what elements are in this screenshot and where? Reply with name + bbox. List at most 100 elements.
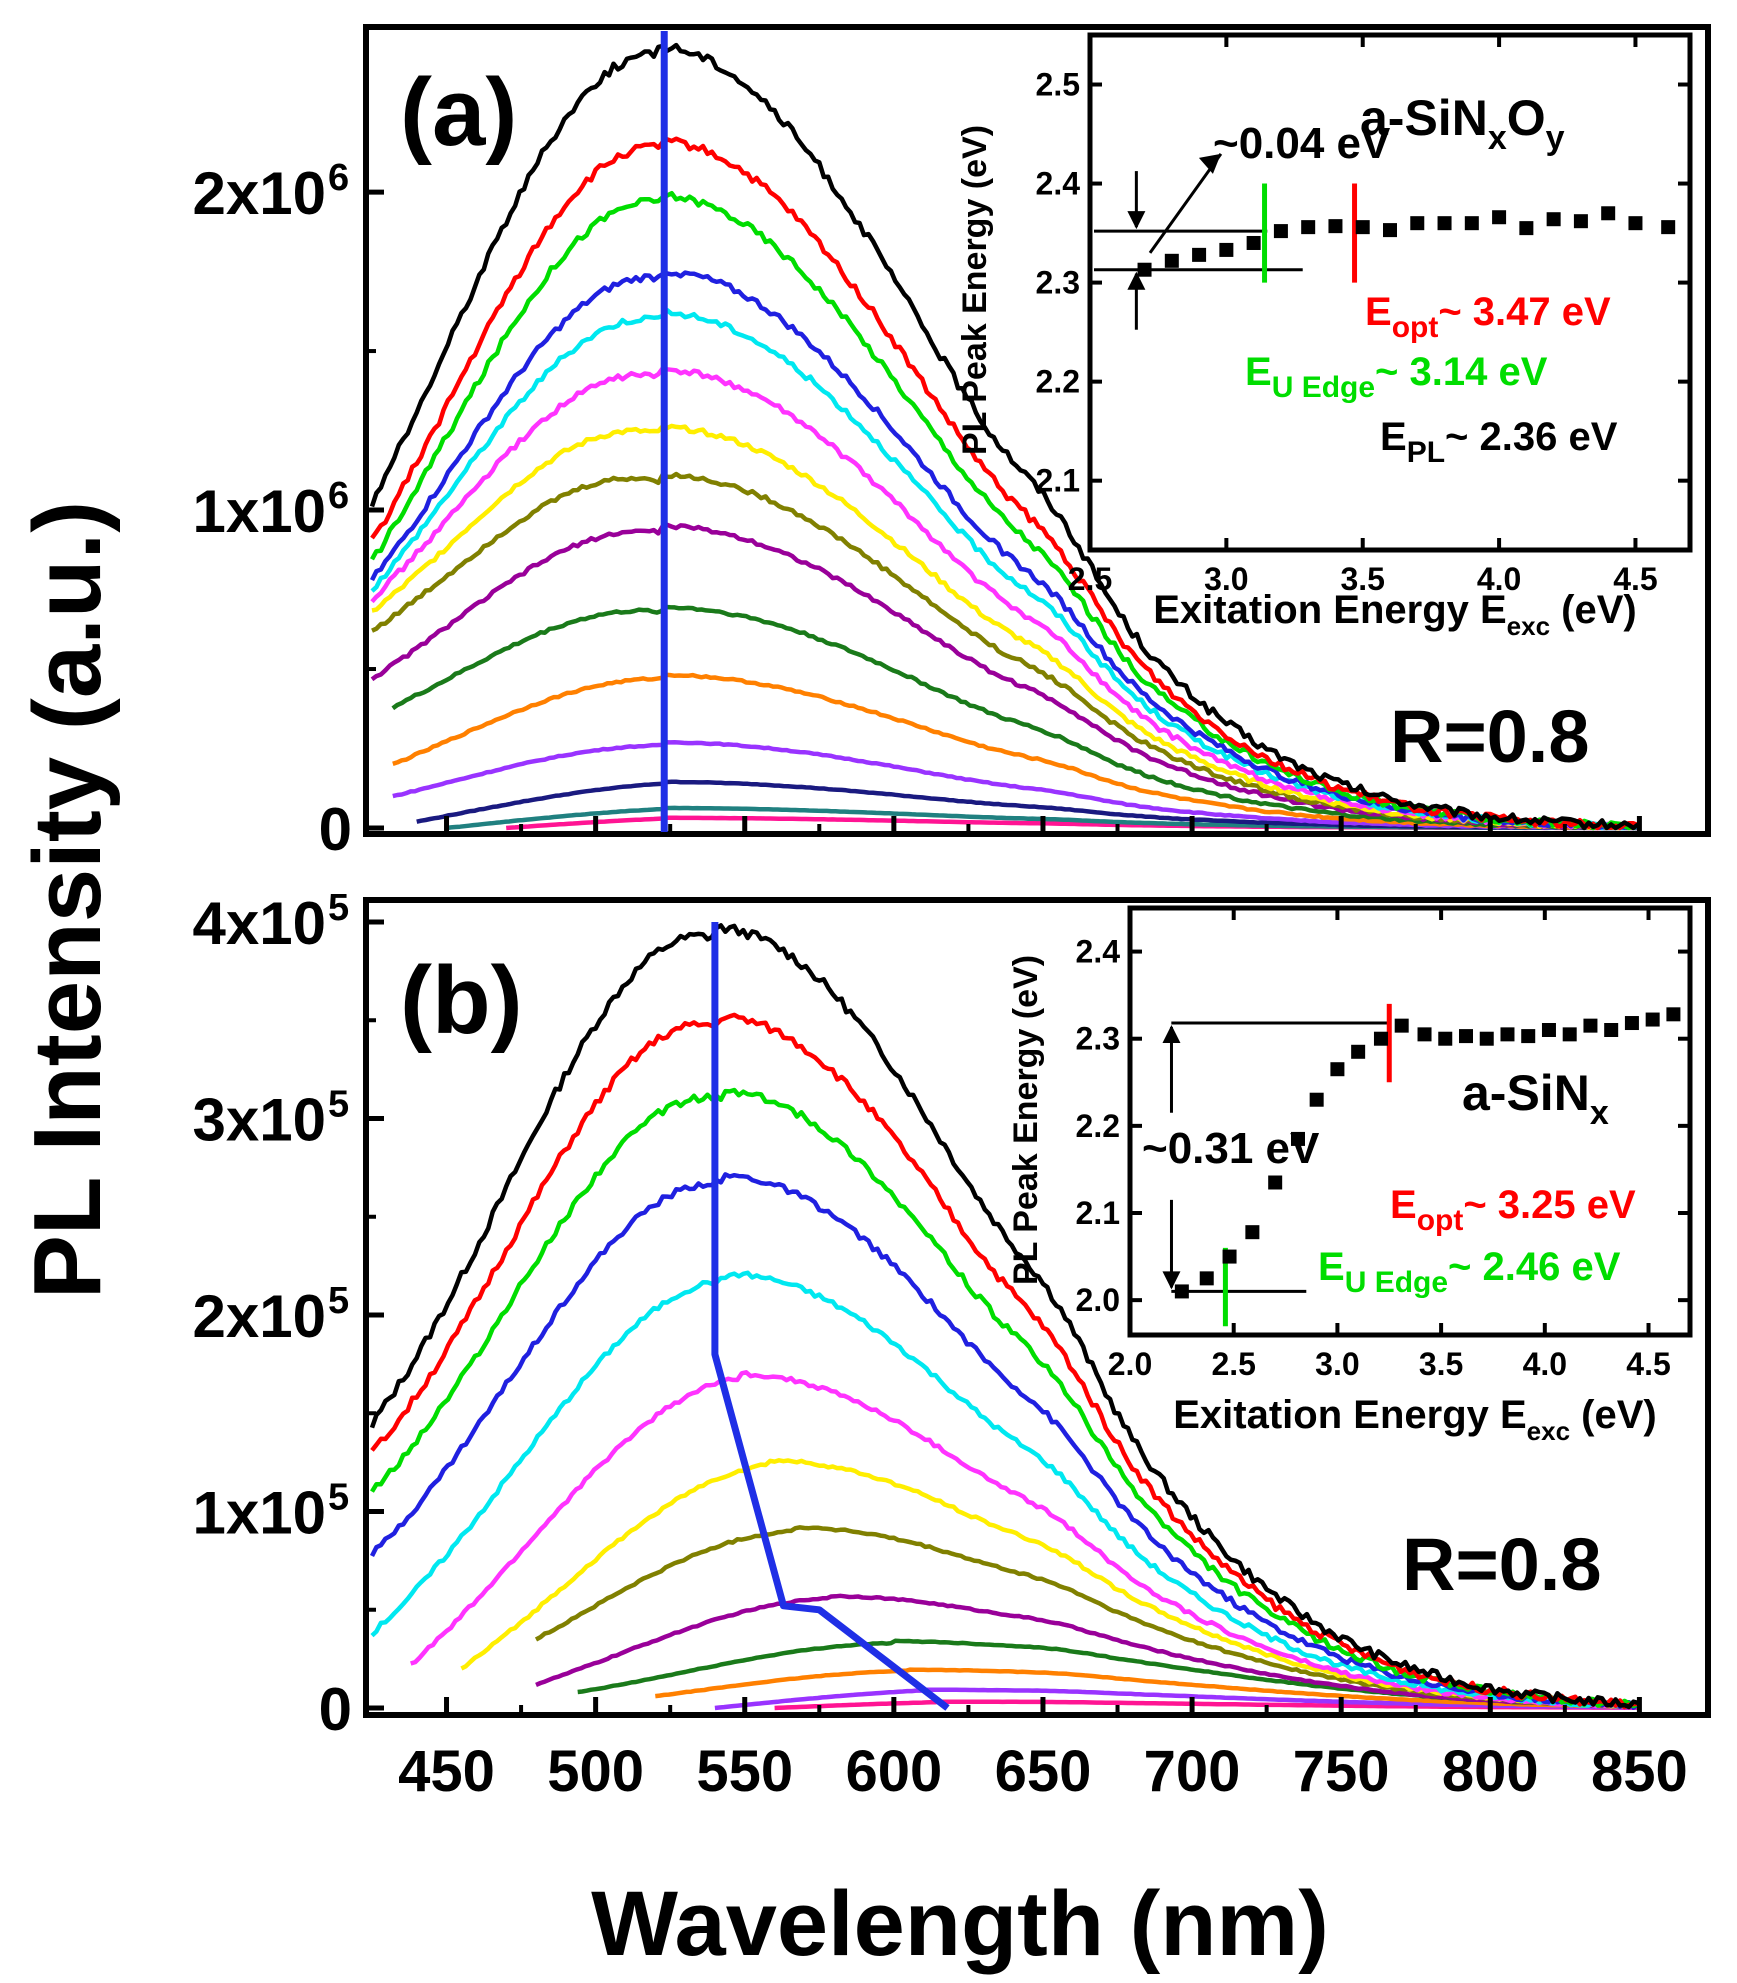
panel-a-label: (a) (400, 59, 517, 166)
inset-a-eu-value: ~ 3.14 eV (1375, 350, 1548, 394)
inset-a-eu-sub: U Edge (1272, 371, 1375, 404)
inset-xtick-label-a-4: 4.5 (1613, 561, 1657, 597)
inset-a-epl-sub: PL (1407, 436, 1445, 469)
inset-point-b-21 (1624, 1016, 1639, 1031)
inset-point-b-15 (1500, 1027, 1515, 1042)
inset-a-xlabel-sub: exc (1507, 611, 1550, 641)
inset-point-a-12 (1464, 216, 1479, 231)
inset-a-ticks: 2.5 3.0 3.5 4.0 4.5 2.1 2.2 2.3 2.4 2.5 (1036, 35, 1690, 597)
inset-point-a-6 (1301, 220, 1316, 235)
inset-ytick-label-a-1: 2.2 (1036, 364, 1080, 400)
inset-point-b-8 (1351, 1044, 1366, 1059)
inset-xtick-label-b-0: 2.0 (1108, 1346, 1152, 1382)
xtick-label-2: 550 (696, 1739, 793, 1804)
ytick-exp-b-4: 5 (328, 887, 349, 929)
inset-point-a-15 (1546, 212, 1561, 227)
inset-b-xlabel: Exitation Energy Eexc (eV) (1173, 1393, 1657, 1446)
inset-a-material-base: a-SiN (1360, 90, 1488, 146)
inset-a-epl: EPL~ 2.36 eV (1380, 415, 1618, 469)
xtick-label-3: 600 (845, 1739, 942, 1804)
inset-xtick-label-b-4: 4.0 (1523, 1346, 1567, 1382)
inset-b-eu-value: ~ 2.46 eV (1448, 1245, 1621, 1289)
inset-a-eopt-sub: opt (1392, 311, 1439, 344)
inset-point-b-19 (1583, 1018, 1598, 1033)
inset-point-b-22 (1645, 1012, 1660, 1027)
inset-a-xlabel: Exitation Energy Eexc (eV) (1153, 588, 1637, 641)
inset-a-eu-base: E (1245, 350, 1272, 394)
xtick-label-1: 500 (547, 1739, 644, 1804)
inset-ytick-label-a-3: 2.4 (1036, 166, 1081, 202)
inset-a-delta-label: ~0.04 eV (1213, 119, 1391, 168)
ytick-exp-a-2: 6 (328, 157, 349, 199)
xtick-label-5: 700 (1144, 1739, 1241, 1804)
inset-point-b-17 (1541, 1023, 1556, 1037)
inset-ytick-label-a-2: 2.3 (1036, 265, 1080, 301)
curve-b-curve-6 (410, 1370, 1638, 1710)
ytick-exp-b-1: 5 (328, 1477, 349, 1519)
inset-point-a-10 (1410, 216, 1425, 231)
panel-a-xticks (444, 816, 1642, 834)
inset-a-material-mid: O (1507, 90, 1546, 146)
inset-a-pointer-head (1198, 153, 1221, 174)
inset-ytick-label-b-3: 2.3 (1076, 1021, 1120, 1057)
ytick-label-b-1: 1x10 (193, 1480, 326, 1547)
curve-b-curve-12 (714, 1687, 1637, 1711)
ytick-exp-b-2: 5 (328, 1280, 349, 1322)
x-axis-label: Wavelength (nm) (591, 1873, 1329, 1975)
inset-point-a-16 (1573, 214, 1588, 229)
inset-b-arrow-up-head (1162, 1025, 1181, 1044)
inset-b-arrow-down-head (1162, 1271, 1181, 1290)
ytick-label-b-0: 0 (319, 1676, 352, 1743)
inset-b-ticks: 2.0 2.5 3.0 3.5 4.0 4.5 2.0 2.1 2.2 2.3 2.4 (1076, 908, 1690, 1382)
inset-a-lines (1094, 152, 1358, 330)
xtick-label-4: 650 (995, 1739, 1092, 1804)
inset-b-material-base: a-SiN (1462, 1065, 1590, 1121)
curve-b-curve-11 (655, 1667, 1640, 1710)
inset-xtick-label-a-2: 3.5 (1340, 561, 1384, 597)
inset-xtick-label-b-2: 3.0 (1315, 1346, 1359, 1382)
inset-point-a-19 (1661, 220, 1676, 235)
inset-point-a-1 (1164, 253, 1179, 268)
inset-point-b-13 (1459, 1029, 1473, 1044)
inset-point-a-4 (1246, 235, 1261, 250)
panel-b-xticks: 450 500 550 600 650 700 750 800 850 (398, 1697, 1688, 1804)
ytick-label-a-1: 1x10 (193, 478, 326, 545)
inset-b-eopt-base: E (1390, 1183, 1417, 1227)
inset-ytick-label-a-4: 2.5 (1036, 67, 1080, 103)
inset-point-b-23 (1666, 1007, 1681, 1022)
inset-point-a-18 (1628, 216, 1643, 231)
curve-b-curve-4 (369, 1172, 1640, 1710)
curve-a-curve-9 (370, 522, 1639, 831)
inset-point-b-14 (1479, 1031, 1494, 1046)
inset-point-b-2 (1222, 1249, 1237, 1264)
inset-b-eopt-value: ~ 3.25 eV (1463, 1183, 1636, 1227)
inset-point-a-9 (1383, 223, 1397, 238)
inset-b-eopt: Eopt~ 3.25 eV (1390, 1183, 1636, 1237)
inset-a-xlabel-main: Exitation Energy E (1153, 588, 1506, 632)
panel-b-curves (369, 923, 1640, 1711)
curve-b-curve-1 (369, 923, 1639, 1710)
inset-a-eopt: Eopt~ 3.47 eV (1365, 290, 1611, 344)
inset-xtick-label-b-3: 3.5 (1419, 1346, 1463, 1382)
xtick-label-0: 450 (398, 1739, 495, 1804)
ytick-exp-b-3: 5 (328, 1084, 349, 1126)
panel-b-peak-line (711, 922, 950, 1711)
inset-b-ylabel: PL Peak Energy (eV) (1007, 955, 1045, 1285)
y-axis-label: PL Intensity (a.u.) (14, 501, 121, 1299)
inset-point-a-14 (1519, 221, 1534, 236)
inset-point-a-5 (1273, 224, 1288, 239)
inset-ytick-label-b-1: 2.1 (1076, 1195, 1120, 1231)
inset-point-b-11 (1417, 1027, 1432, 1042)
inset-xtick-label-a-3: 4.0 (1477, 561, 1521, 597)
inset-point-a-11 (1437, 216, 1452, 231)
curve-a-curve-7 (371, 423, 1639, 831)
inset-a-material: a-SiNxOy (1360, 90, 1565, 157)
ytick-label-b-2: 2x10 (193, 1283, 326, 1350)
inset-point-b-12 (1438, 1031, 1453, 1046)
inset-b-material-sub1: x (1590, 1094, 1609, 1132)
inset-point-b-1 (1199, 1271, 1214, 1286)
inset-point-b-4 (1268, 1175, 1283, 1190)
